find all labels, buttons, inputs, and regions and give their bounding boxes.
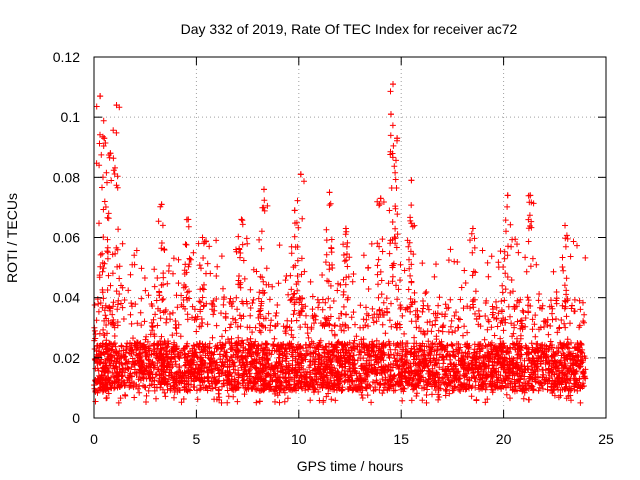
y-tick-label: 0.12 <box>53 49 80 65</box>
peak-point <box>527 192 534 199</box>
x-tick-label: 15 <box>393 431 409 447</box>
peak-point <box>107 150 114 157</box>
peak-point <box>158 201 165 208</box>
y-axis-label: ROTI / TECUs <box>4 193 20 283</box>
peak-point <box>97 93 104 100</box>
peak-point <box>113 102 120 109</box>
peak-point <box>387 111 394 118</box>
y-tick-label: 0.06 <box>53 230 80 246</box>
peak-point <box>326 189 333 196</box>
y-tick-label: 0.1 <box>61 109 81 125</box>
peak-point <box>291 207 298 214</box>
peak-point <box>185 216 192 223</box>
y-tick-label: 0.02 <box>53 350 80 366</box>
x-axis-label: GPS time / hours <box>297 458 404 474</box>
peak-point <box>394 135 401 142</box>
x-tick-label: 20 <box>496 431 512 447</box>
peak-point <box>238 216 245 223</box>
roti-points <box>91 81 589 406</box>
chart-title: Day 332 of 2019, Rate Of TEC Index for r… <box>181 21 518 37</box>
peak-point <box>101 135 108 142</box>
peak-point <box>408 177 415 184</box>
axis-ticks: 0 5 10 15 20 25 0 0.02 0.04 0.06 0.08 0.1 0.12 <box>53 49 614 447</box>
peak-point <box>504 192 511 199</box>
peak-point <box>377 195 384 202</box>
peak-point <box>390 81 397 88</box>
x-tick-label: 25 <box>598 431 614 447</box>
y-tick-label: 0.04 <box>53 290 80 306</box>
peak-point <box>342 225 349 232</box>
y-tick-label: 0 <box>72 410 80 426</box>
peak-point <box>562 222 569 229</box>
x-tick-label: 5 <box>193 431 201 447</box>
peak-point <box>260 186 267 193</box>
data-points <box>91 81 589 406</box>
x-tick-label: 0 <box>90 431 98 447</box>
peak-point <box>469 225 476 232</box>
x-tick-label: 10 <box>291 431 307 447</box>
peak-point <box>297 171 304 178</box>
peak-point <box>199 234 206 241</box>
y-tick-label: 0.08 <box>53 169 80 185</box>
